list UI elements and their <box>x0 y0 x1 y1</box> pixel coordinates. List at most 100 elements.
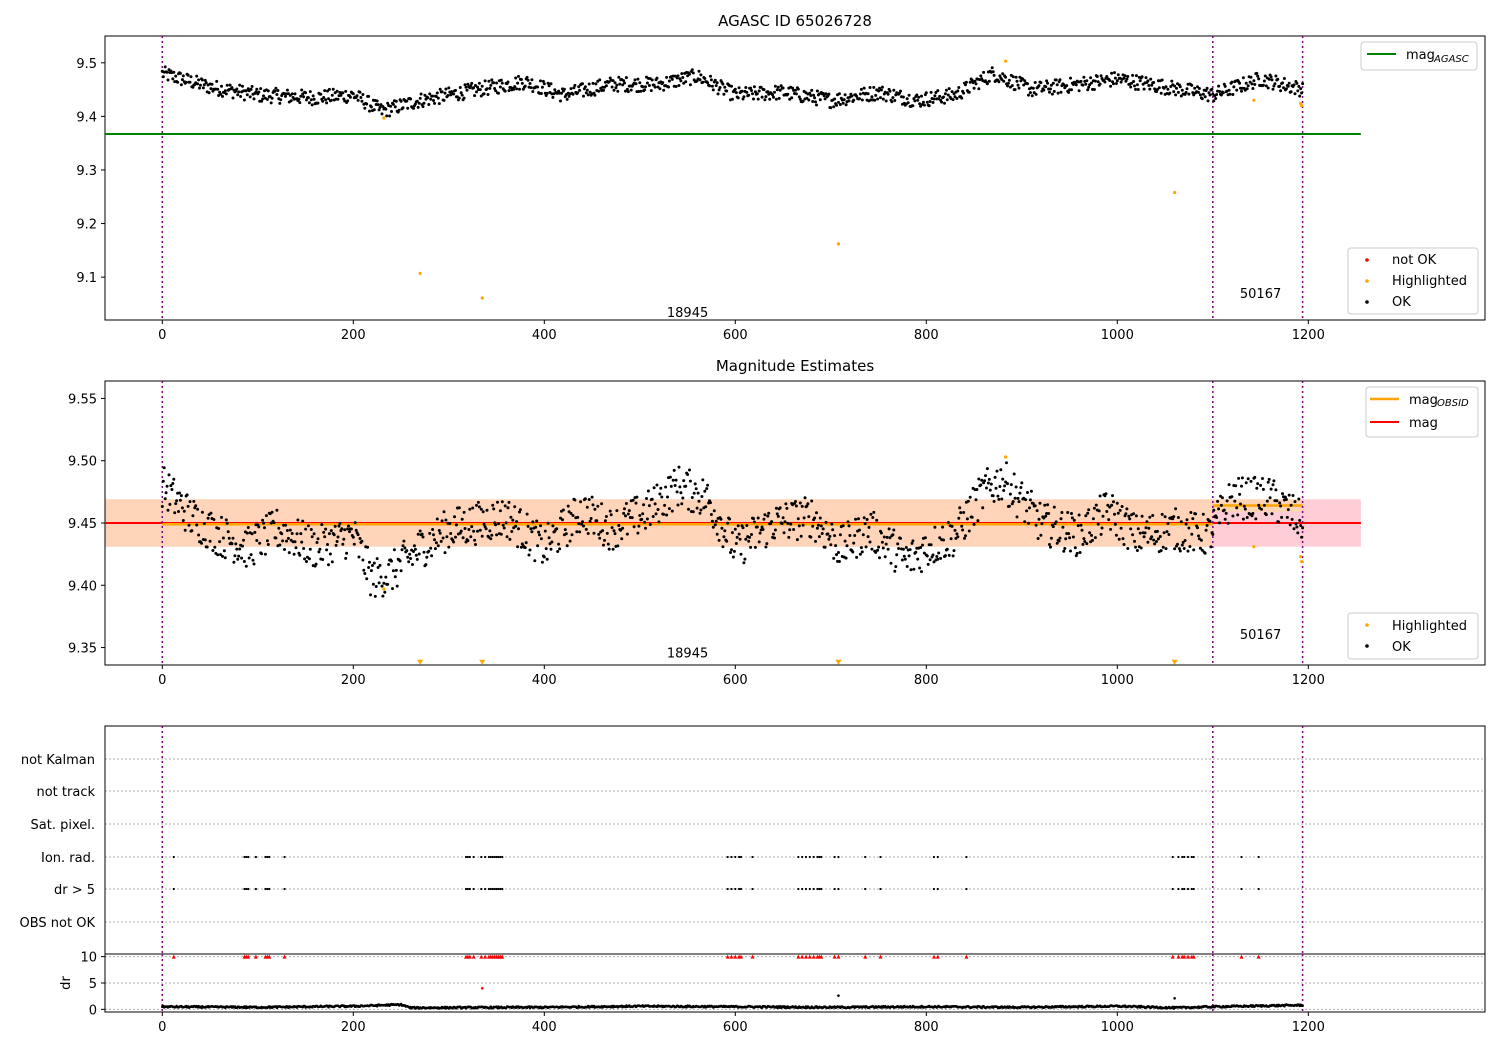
agasc-ok-point <box>470 81 474 85</box>
agasc-ok-point <box>655 76 659 80</box>
estimates-ok-point <box>480 534 484 538</box>
estimates-ok-point <box>1218 521 1221 525</box>
legend-point-marker <box>1365 279 1369 283</box>
agasc-ok-point <box>569 87 573 91</box>
estimates-ok-point <box>1275 499 1279 503</box>
agasc-ok-point <box>1267 77 1271 81</box>
estimates-ok-point <box>515 520 519 524</box>
agasc-ok-point <box>1208 93 1212 97</box>
estimates-ok-point <box>688 468 691 472</box>
estimates-ok-point <box>641 512 645 516</box>
estimates-ok-point <box>687 507 690 511</box>
agasc-ok-point <box>406 106 410 110</box>
estimates-ok-point <box>752 520 756 524</box>
agasc-ok-point <box>919 104 923 108</box>
agasc-ok-point <box>760 95 764 99</box>
estimates-ok-point <box>1020 481 1024 485</box>
estimates-ok-point <box>1243 507 1247 511</box>
estimates-ok-point <box>897 547 901 550</box>
agasc-ok-point <box>1153 87 1157 91</box>
agasc-ok-point <box>798 97 802 101</box>
estimates-ok-point <box>475 503 478 507</box>
estimates-ok-point <box>348 530 351 534</box>
estimates-ok-point <box>538 533 541 537</box>
estimates-ok-point <box>591 503 595 507</box>
agasc-ok-point <box>774 97 778 101</box>
agasc-ok-point <box>1300 91 1304 95</box>
flag-point <box>468 887 471 891</box>
agasc-ok-point <box>489 83 493 87</box>
agasc-ok-point <box>541 79 545 83</box>
estimates-ok-point <box>885 535 889 539</box>
estimates-ok-point <box>323 535 327 539</box>
agasc-ok-point <box>1245 87 1249 91</box>
estimates-ok-point <box>324 527 328 531</box>
estimates-ok-point <box>523 546 527 550</box>
flags-frame <box>104 725 1486 955</box>
estimates-ok-point <box>299 532 303 536</box>
estimates-ok-point <box>848 534 852 537</box>
estimates-ok-point <box>833 534 837 538</box>
estimates-ok-point <box>415 557 419 561</box>
agasc-ok-point <box>485 87 489 91</box>
agasc-ok-point <box>1077 89 1081 93</box>
estimates-ok-point <box>481 510 485 514</box>
agasc-ok-point <box>394 99 398 103</box>
agasc-ok-point <box>1249 75 1253 79</box>
agasc-ok-point <box>1232 85 1236 89</box>
agasc-ok-point <box>587 82 591 86</box>
estimates-ok-point <box>845 544 849 548</box>
legend-point-marker <box>1365 623 1369 627</box>
legend-mag-obsid-label: mag <box>1409 393 1438 408</box>
estimates-ok-point <box>393 575 397 579</box>
agasc-ok-point <box>701 80 705 84</box>
estimates-ok-point <box>174 502 178 506</box>
estimates-ok-point <box>1284 498 1288 501</box>
flag-point <box>932 855 936 859</box>
estimates-ok-point <box>401 544 405 548</box>
agasc-ok-point <box>376 103 380 107</box>
estimates-ok-point <box>246 526 250 529</box>
agasc-ok-point <box>359 96 363 99</box>
estimates-ok-point <box>783 520 787 524</box>
estimates-ok-point <box>162 466 166 470</box>
estimates-ok-point <box>720 526 724 530</box>
agasc-ok-point <box>708 84 711 88</box>
dr-clipped-marker <box>471 954 476 959</box>
agasc-ok-point <box>888 89 892 93</box>
agasc-ok-point <box>922 103 926 107</box>
estimates-ok-point <box>432 533 435 537</box>
estimates-ok-point <box>1286 508 1290 512</box>
estimates-ok-point <box>1293 500 1297 504</box>
estimates-ok-point <box>420 532 424 536</box>
estimates-ok-point <box>381 594 385 598</box>
agasc-ok-point <box>514 76 518 80</box>
agasc-ok-point <box>1252 79 1256 83</box>
agasc-ok-point <box>459 91 463 95</box>
estimates-ok-point <box>1014 485 1018 489</box>
estimates-ok-point <box>550 540 554 544</box>
flag-point <box>264 855 267 859</box>
estimates-ok-point <box>1198 546 1202 550</box>
estimates-ok-point <box>985 486 988 490</box>
dr-clipped-marker <box>811 954 816 959</box>
dr-clipped-marker <box>836 954 841 959</box>
agasc-ok-point <box>734 91 738 95</box>
estimates-ok-point <box>1077 513 1081 517</box>
agasc-ok-point <box>546 81 550 85</box>
estimates-ok-point <box>1298 518 1302 522</box>
estimates-ok-point <box>527 553 531 557</box>
agasc-ok-point <box>899 89 902 93</box>
estimates-ok-point <box>967 529 971 533</box>
estimates-ok-point <box>1212 508 1216 512</box>
estimates-ok-point <box>1235 506 1239 510</box>
estimates-ok-point <box>427 549 431 553</box>
agasc-ok-point <box>238 83 242 87</box>
agasc-ok-point <box>1266 86 1270 90</box>
agasc-ok-point <box>1157 86 1161 90</box>
agasc-ok-point <box>1279 89 1283 93</box>
agasc-ok-point <box>752 85 756 89</box>
agasc-ok-point <box>841 101 845 105</box>
agasc-ok-point <box>198 86 201 90</box>
estimates-ok-point <box>1267 477 1271 481</box>
